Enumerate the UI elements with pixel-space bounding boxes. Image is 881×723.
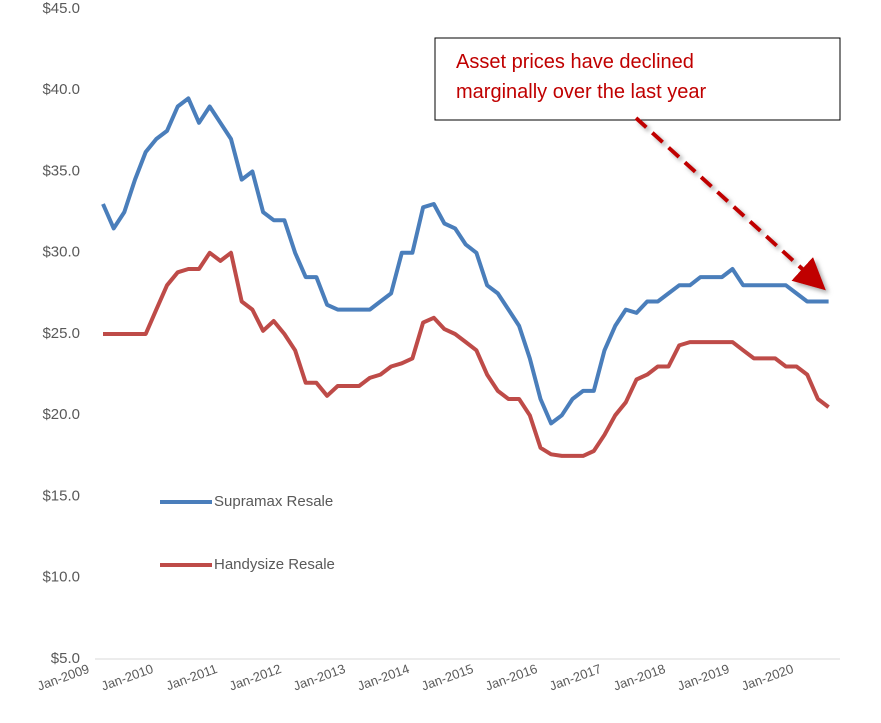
x-tick-label: Jan-2015 — [419, 661, 475, 694]
annotation-text: marginally over the last year — [456, 81, 706, 103]
legend-label: Handysize Resale — [214, 556, 335, 573]
x-tick-label: Jan-2016 — [483, 661, 539, 694]
x-tick-label: Jan-2013 — [291, 661, 347, 694]
y-tick-label: $5.0 — [51, 650, 80, 667]
x-tick-label: Jan-2014 — [355, 661, 411, 694]
y-tick-label: $25.0 — [42, 325, 80, 342]
y-tick-label: $15.0 — [42, 487, 80, 504]
x-tick-label: Jan-2011 — [164, 661, 219, 693]
x-tick-label: Jan-2019 — [675, 661, 731, 694]
x-tick-label: Jan-2017 — [547, 661, 603, 694]
series-line — [103, 250, 830, 458]
annotation-box — [434, 37, 841, 121]
x-tick-label: Jan-2010 — [99, 661, 155, 694]
y-tick-label: $20.0 — [42, 406, 80, 423]
annotation-text: Asset prices have declined — [456, 51, 694, 73]
y-tick-label: $40.0 — [42, 81, 80, 98]
y-tick-label: $45.0 — [42, 0, 80, 17]
y-tick-label: $30.0 — [42, 244, 80, 261]
x-tick-label: Jan-2018 — [611, 661, 667, 694]
series-line — [101, 96, 829, 426]
x-tick-label: Jan-2020 — [739, 661, 795, 694]
legend-label: Supramax Resale — [214, 493, 333, 510]
y-tick-label: $10.0 — [42, 569, 80, 586]
x-tick-label: Jan-2012 — [227, 661, 283, 694]
annotation-arrow — [634, 116, 826, 291]
y-tick-label: $35.0 — [42, 162, 80, 179]
